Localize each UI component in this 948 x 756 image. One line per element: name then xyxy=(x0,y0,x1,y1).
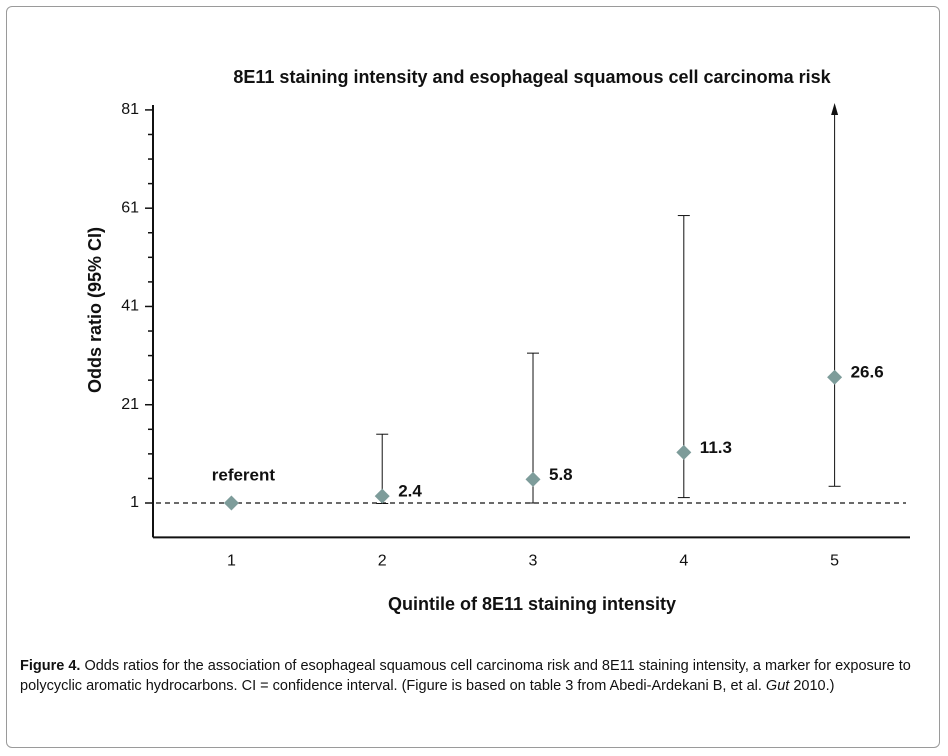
point xyxy=(827,369,843,385)
y-tick-label: 1 xyxy=(130,494,139,511)
data-label: 11.3 xyxy=(700,438,732,457)
point xyxy=(525,471,541,487)
annotation: referent xyxy=(212,465,276,484)
y-tick-label: 41 xyxy=(121,298,139,315)
frame xyxy=(6,6,940,748)
caption-text: Odds ratios for the association of esoph… xyxy=(20,658,911,694)
caption-journal: Gut xyxy=(765,678,790,694)
y-axis-label: Odds ratio (95% CI) xyxy=(85,227,105,393)
x-tick-label: 4 xyxy=(679,553,688,570)
x-tick-label: 1 xyxy=(227,553,236,570)
caption-label: Figure 4. xyxy=(20,658,81,674)
data-label: 26.6 xyxy=(851,363,884,382)
point xyxy=(374,488,390,504)
error-arrow xyxy=(831,103,839,115)
chart: 8E11 staining intensity and esophageal s… xyxy=(85,67,910,614)
data-label: 2.4 xyxy=(398,482,422,501)
x-tick-label: 2 xyxy=(378,553,387,570)
caption: Figure 4. Odds ratios for the associatio… xyxy=(20,656,925,696)
y-tick-label: 81 xyxy=(121,101,139,118)
caption-text: 2010.) xyxy=(789,678,835,694)
point xyxy=(223,495,239,511)
x-tick-label: 3 xyxy=(529,553,538,570)
chart-title: 8E11 staining intensity and esophageal s… xyxy=(233,67,831,87)
data-label: 5.8 xyxy=(549,465,573,484)
y-tick-label: 21 xyxy=(121,396,139,413)
x-axis-label: Quintile of 8E11 staining intensity xyxy=(388,594,676,614)
point xyxy=(676,444,692,460)
y-tick-label: 61 xyxy=(121,199,139,216)
x-tick-label: 5 xyxy=(830,553,839,570)
